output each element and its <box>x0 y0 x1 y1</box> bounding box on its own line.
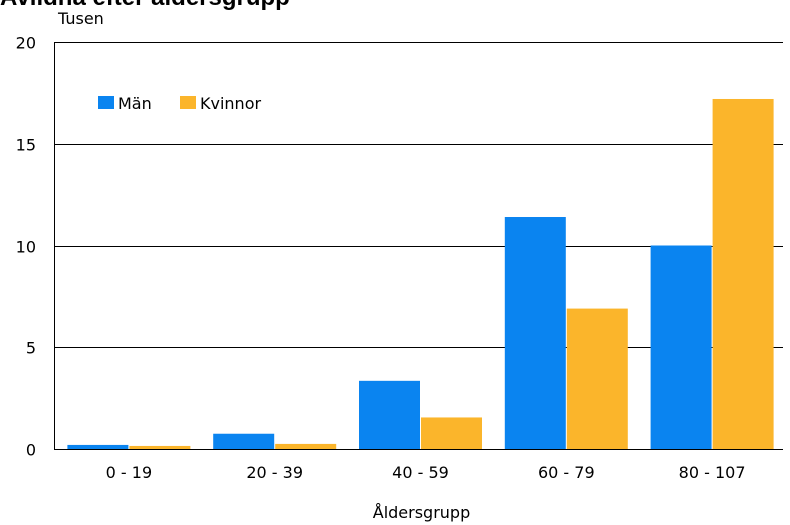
y-unit-label: Tusen <box>57 9 104 28</box>
bar-man-4 <box>650 245 712 449</box>
bar-kvinnor-1 <box>275 443 337 449</box>
x-tick-label: 80 - 107 <box>679 463 746 482</box>
bar-kvinnor-2 <box>421 417 482 449</box>
bar-man-1 <box>213 433 275 449</box>
bar-man-2 <box>359 380 420 449</box>
x-tick-label: 40 - 59 <box>392 463 449 482</box>
x-tick-label: 0 - 19 <box>106 463 152 482</box>
bar-kvinnor-4 <box>712 98 774 449</box>
bar-kvinnor-3 <box>566 308 628 449</box>
y-tick-label: 5 <box>26 339 36 358</box>
x-axis-title: Åldersgrupp <box>373 503 471 522</box>
bar-man-3 <box>504 217 566 449</box>
chart-title: Avlidna efter åldersgrupp <box>0 0 790 10</box>
legend-label-kvinnor: Kvinnor <box>200 94 261 113</box>
x-tick-label: 60 - 79 <box>538 463 595 482</box>
y-tick-label: 10 <box>16 238 36 257</box>
x-tick-label: 20 - 39 <box>246 463 303 482</box>
bars <box>67 98 774 449</box>
axes <box>54 42 783 450</box>
legend: Män Kvinnor <box>98 94 261 113</box>
legend-label-man: Män <box>118 94 152 113</box>
bar-man-0 <box>67 444 129 449</box>
y-tick-label: 20 <box>16 34 36 53</box>
labels: 0 5 10 15 20 Tusen 0 - 19 20 - 39 40 - 59 60 - 79… <box>16 9 746 522</box>
legend-swatch-man <box>98 96 114 109</box>
legend-swatch-kvinnor <box>180 96 196 109</box>
y-tick-label: 15 <box>16 136 36 155</box>
bar-kvinnor-0 <box>129 445 191 449</box>
y-tick-label: 0 <box>26 441 36 460</box>
